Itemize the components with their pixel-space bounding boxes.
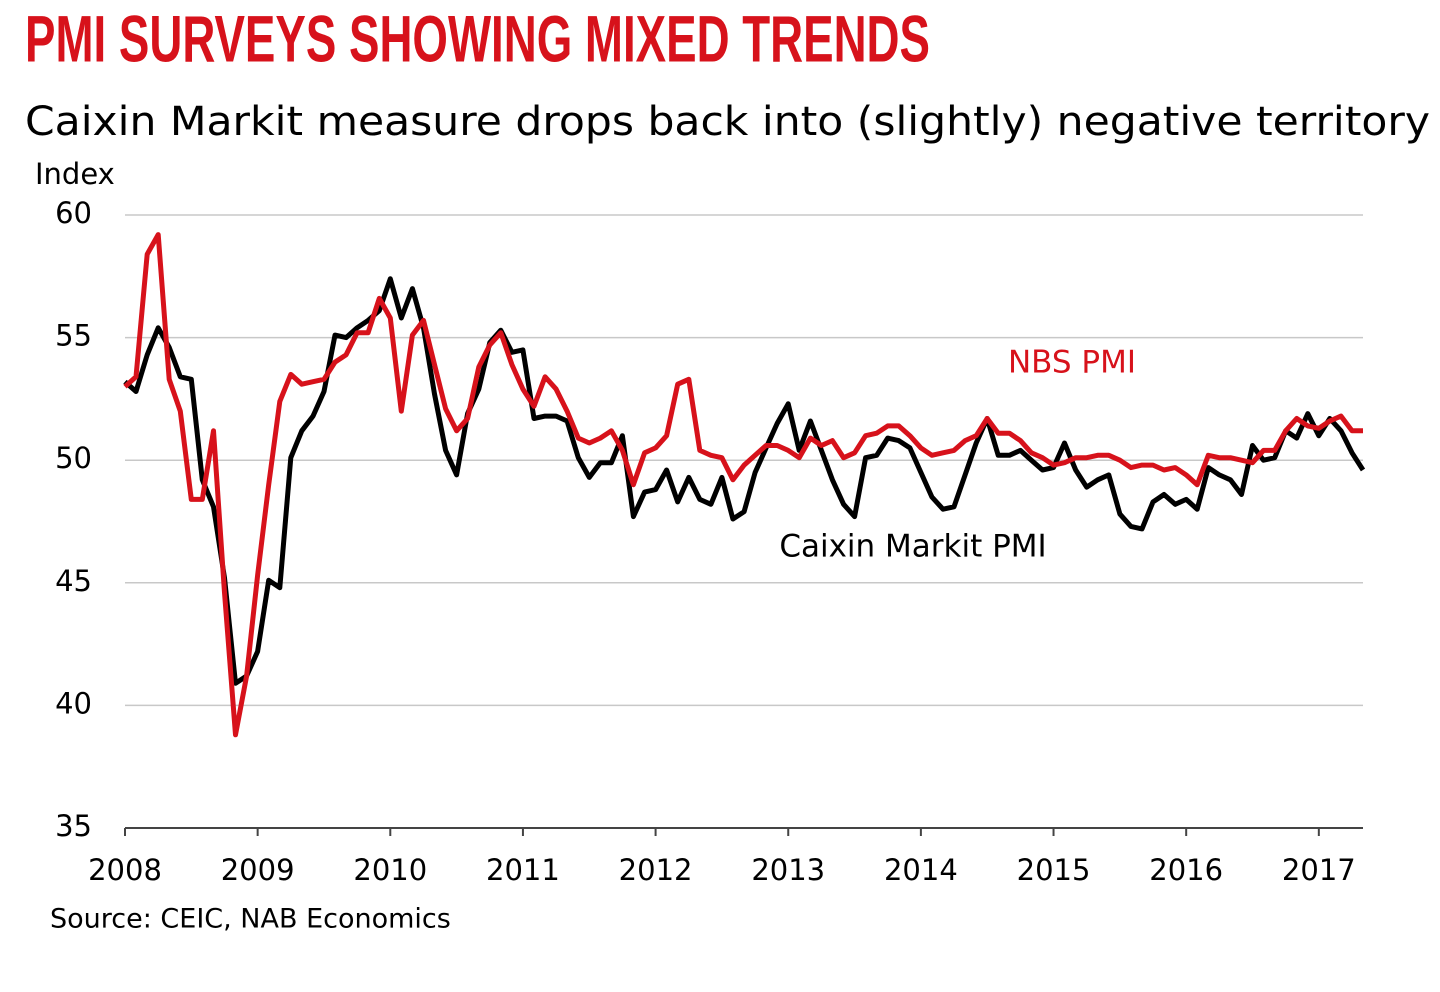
y-tick-label: 40	[55, 686, 92, 720]
x-tick-label: 2010	[353, 853, 427, 887]
x-tick-label: 2009	[221, 853, 295, 887]
series-line	[123, 232, 1363, 738]
x-tick-label: 2015	[1017, 853, 1091, 887]
x-tick-label: 2011	[486, 853, 560, 887]
y-tick-label: 50	[55, 441, 92, 475]
y-tick-label: 60	[55, 196, 92, 230]
y-tick-label: 35	[55, 809, 92, 843]
x-tick-label: 2014	[884, 853, 958, 887]
x-tick-label: 2017	[1282, 853, 1356, 887]
chart-title: PMI SURVEYS SHOWING MIXED TRENDS	[25, 1, 930, 75]
series-label: Caixin Markit PMI	[779, 529, 1046, 565]
x-tick-label: 2012	[619, 853, 693, 887]
series-label: NBS PMI	[1008, 345, 1136, 381]
source-note: Source: CEIC, NAB Economics	[50, 904, 451, 935]
y-axis-label: Index	[35, 157, 115, 191]
x-tick-label: 2016	[1149, 853, 1223, 887]
x-tick-label: 2013	[751, 853, 825, 887]
y-tick-label: 45	[55, 564, 92, 598]
x-tick-label: 2008	[88, 853, 162, 887]
y-tick-label: 55	[55, 319, 92, 353]
chart-subtitle: Caixin Markit measure drops back into (s…	[25, 99, 1430, 145]
series-line	[123, 276, 1366, 686]
